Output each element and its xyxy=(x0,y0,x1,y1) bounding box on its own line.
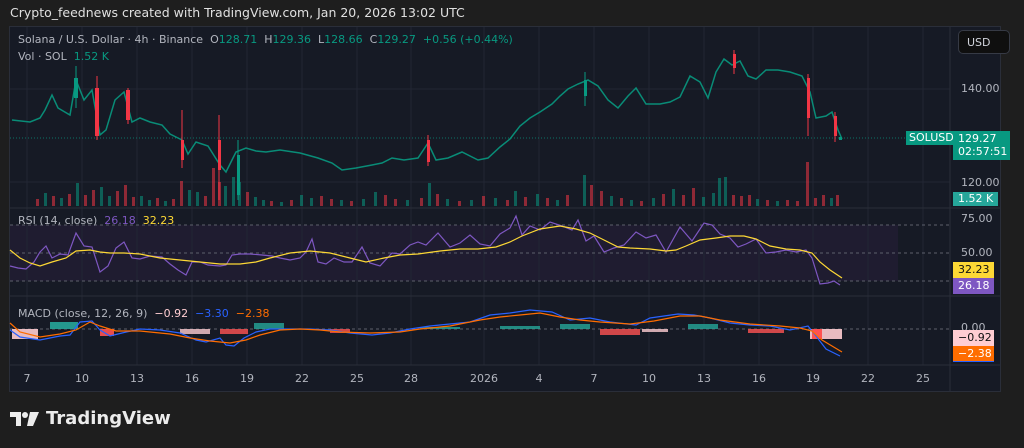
close-value: 129.27 xyxy=(377,33,416,46)
volume-bars xyxy=(36,162,839,206)
high-value: 129.36 xyxy=(272,33,312,46)
rsi-ma-tag: 32.23 xyxy=(953,262,994,278)
last-price: 129.27 xyxy=(958,132,997,145)
volume-value: 1.52 K xyxy=(73,50,109,63)
price-tick-120: 120.00 xyxy=(961,176,1000,189)
price-tick-140: 140.00 xyxy=(961,82,1000,95)
rsi-tick-75: 75.00 xyxy=(961,212,993,225)
volume-tag: 1.52 K xyxy=(953,192,999,206)
tradingview-logo[interactable]: TradingView xyxy=(10,408,171,429)
price-path xyxy=(11,57,843,174)
last-price-tag: 129.27 02:57:51 xyxy=(953,131,1010,160)
rsi-value: 26.18 xyxy=(104,214,136,227)
logo-text: TradingView xyxy=(46,408,171,429)
bar-countdown: 02:57:51 xyxy=(958,145,1008,158)
rsi-ma-value: 32.23 xyxy=(142,214,175,227)
rsi-tick-50: 50.00 xyxy=(961,246,993,259)
currency-button[interactable]: USD xyxy=(958,30,1010,54)
chart-credit: Crypto_feednews created with TradingView… xyxy=(10,5,465,20)
candles xyxy=(74,50,842,200)
symbol-title: Solana / U.S. Dollar · 4h · Binance xyxy=(18,33,204,46)
open-value: 128.71 xyxy=(218,33,258,46)
rsi-ma-line xyxy=(9,225,843,279)
symbol-tag: SOLUSD xyxy=(906,131,957,145)
low-value: 128.66 xyxy=(324,33,363,46)
tradingview-logo-icon xyxy=(10,411,39,426)
signal-line xyxy=(9,312,843,353)
macd-legend[interactable]: MACD (close, 12, 26, 9) −0.92 −3.30 −2.3… xyxy=(18,307,270,320)
symbol-legend[interactable]: Solana / U.S. Dollar · 4h · Binance O128… xyxy=(18,33,513,46)
macd-hist-tag: −0.92 xyxy=(953,330,994,346)
rsi-legend[interactable]: RSI (14, close) 26.18 32.23 xyxy=(18,214,175,227)
change-value: +0.56 (+0.44%) xyxy=(422,33,513,46)
rsi-line xyxy=(9,214,841,286)
grid-horizontal xyxy=(10,88,950,183)
rsi-tag: 26.18 xyxy=(953,278,994,294)
volume-legend[interactable]: Vol · SOL 1.52 K xyxy=(18,50,109,63)
macd-hist-value: −0.92 xyxy=(154,307,189,320)
macd-value: −3.30 xyxy=(195,307,229,320)
rsi-levels xyxy=(10,224,950,282)
macd-signal-tag: −2.38 xyxy=(953,346,994,362)
macd-signal-value: −2.38 xyxy=(235,307,270,320)
